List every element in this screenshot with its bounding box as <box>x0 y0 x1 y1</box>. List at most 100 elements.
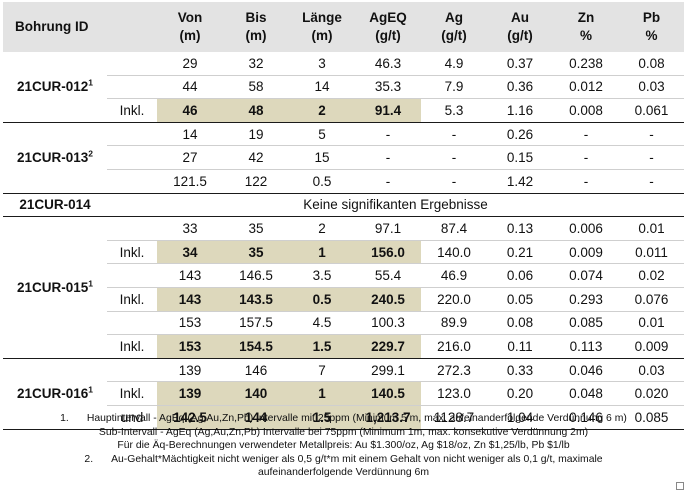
table-row: 121.5 122 0.5 - - 1.42 - - <box>3 169 684 194</box>
cell-bis: 35 <box>223 216 289 241</box>
cell-laenge: 7 <box>289 358 355 383</box>
cell-laenge: 1 <box>289 240 355 265</box>
cell-ageq: 229.7 <box>355 334 421 359</box>
cell-laenge: 1 <box>289 381 355 406</box>
cell-zn: 0.293 <box>553 287 619 312</box>
cell-ag: 87.4 <box>421 216 487 241</box>
cell-von: 139 <box>157 358 223 383</box>
cell-au: 0.37 <box>487 52 553 76</box>
cell-au: 1.04 <box>487 405 553 430</box>
table-header: Bohrung ID Von (m) Bis (m) Länge (m) AgEQ (g… <box>3 2 684 52</box>
cell-pb: 0.01 <box>619 311 684 336</box>
cell-ag: 123.0 <box>421 381 487 406</box>
footnotes: 1. Hauptintervall - AgEq (Ag,Au,Zn,Pb) In… <box>3 412 684 480</box>
interval-label <box>107 216 157 241</box>
cell-ageq: 240.5 <box>355 287 421 312</box>
cell-von: 33 <box>157 216 223 241</box>
footnote-2-line-2: aufeinanderfolgende Verdünnung 6m <box>257 467 429 479</box>
cell-bis: 144 <box>223 405 289 430</box>
cell-ageq: 299.1 <box>355 358 421 383</box>
footnote-2: 2. Au-Gehalt*Mächtigkeit nicht weniger al… <box>84 453 603 465</box>
col-header-laenge: Länge (m) <box>289 2 355 52</box>
cell-ageq: 35.3 <box>355 75 421 100</box>
hole-id-21cur-015: 21CUR-0151 <box>3 216 107 359</box>
cell-au: 0.36 <box>487 75 553 100</box>
cell-von: 27 <box>157 145 223 170</box>
cell-zn: - <box>553 145 619 170</box>
cell-von: 29 <box>157 52 223 76</box>
hole-id-21cur-014: 21CUR-014 <box>3 193 107 218</box>
interval-label <box>107 358 157 383</box>
cell-au: 0.06 <box>487 263 553 288</box>
cell-pb: 0.02 <box>619 263 684 288</box>
col-header-ageq: AgEQ (g/t) <box>355 2 421 52</box>
cell-von: 121.5 <box>157 169 223 194</box>
cell-ageq: - <box>355 169 421 194</box>
cell-bis: 42 <box>223 145 289 170</box>
table-row-highlighted: Inkl. 143 143.5 0.5 240.5 220.0 0.05 0.2… <box>3 287 684 312</box>
table-row: 21CUR-0161 139 146 7 299.1 272.3 0.33 0.… <box>3 358 684 430</box>
cell-au: 1.16 <box>487 98 553 123</box>
cell-zn: 0.006 <box>553 216 619 241</box>
table-row: 27 42 15 - - 0.15 - - <box>3 145 684 170</box>
cell-au: 0.21 <box>487 240 553 265</box>
cell-zn: 0.238 <box>553 52 619 76</box>
col-header-ag: Ag (g/t) <box>421 2 487 52</box>
cell-ageq: 55.4 <box>355 263 421 288</box>
hole-id-21cur-013: 21CUR-0132 <box>3 122 107 194</box>
cell-pb: 0.03 <box>619 75 684 100</box>
cell-ag: 5.3 <box>421 98 487 123</box>
cell-pb: 0.020 <box>619 381 684 406</box>
hole-id-21cur-012: 21CUR-0121 <box>3 52 107 123</box>
cell-pb: 0.009 <box>619 334 684 359</box>
cell-ageq: 1,213.7 <box>355 405 421 430</box>
cell-anchor-icon <box>676 482 684 490</box>
col-header-au: Au (g/t) <box>487 2 553 52</box>
cell-ag: - <box>421 169 487 194</box>
cell-zn: 0.074 <box>553 263 619 288</box>
cell-ageq: 46.3 <box>355 52 421 76</box>
cell-ag: 220.0 <box>421 287 487 312</box>
cell-zn: 0.046 <box>553 358 619 383</box>
cell-zn: - <box>553 122 619 147</box>
table-body: 21CUR-0121 29 32 3 46.3 4.9 0.37 0.238 0… <box>3 52 684 430</box>
cell-laenge: 1.5 <box>289 405 355 430</box>
col-header-pb: Pb% <box>619 2 684 52</box>
cell-laenge: 2 <box>289 216 355 241</box>
cell-von: 14 <box>157 122 223 147</box>
cell-au: 0.20 <box>487 381 553 406</box>
cell-bis: 19 <box>223 122 289 147</box>
interval-label: und <box>107 405 157 430</box>
interval-label: Inkl. <box>107 287 157 312</box>
cell-zn: 0.048 <box>553 381 619 406</box>
cell-au: 0.33 <box>487 358 553 383</box>
cell-bis: 48 <box>223 98 289 123</box>
table-row-highlighted: Inkl. 34 35 1 156.0 140.0 0.21 0.009 0.0… <box>3 240 684 265</box>
footnote-1: 1. Hauptintervall - AgEq (Ag,Au,Zn,Pb) In… <box>60 413 627 424</box>
cell-laenge: 15 <box>289 145 355 170</box>
cell-ageq: 140.5 <box>355 381 421 406</box>
table-row: 153 157.5 4.5 100.3 89.9 0.08 0.085 0.01 <box>3 311 684 336</box>
table-row: 44 58 14 35.3 7.9 0.36 0.012 0.03 <box>3 75 684 100</box>
cell-von: 139 <box>157 381 223 406</box>
cell-ageq: 91.4 <box>355 98 421 123</box>
cell-bis: 146 <box>223 358 289 383</box>
cell-von: 143 <box>157 263 223 288</box>
cell-pb: - <box>619 145 684 170</box>
cell-au: 0.11 <box>487 334 553 359</box>
cell-laenge: 14 <box>289 75 355 100</box>
table-row-highlighted: und 142.5 144 1.5 1,213.7 1128.7 1.04 0.… <box>3 405 684 430</box>
table-row-highlighted: Inkl. 139 140 1 140.5 123.0 0.20 0.048 0… <box>3 381 684 406</box>
footnote-1-line-2: Sub-Intervall - AgEq (Ag,Au,Zn,Pb) Inter… <box>98 426 589 438</box>
table-row: 21CUR-014 Keine signifikanten Ergebnisse <box>3 193 684 218</box>
cell-pb: 0.085 <box>619 405 684 430</box>
col-header-bis: Bis (m) <box>223 2 289 52</box>
cell-von: 44 <box>157 75 223 100</box>
cell-bis: 32 <box>223 52 289 76</box>
interval-label <box>107 169 157 194</box>
table-row: 143 146.5 3.5 55.4 46.9 0.06 0.074 0.02 <box>3 263 684 288</box>
cell-zn: 0.085 <box>553 311 619 336</box>
cell-pb: 0.01 <box>619 216 684 241</box>
cell-ag: 4.9 <box>421 52 487 76</box>
cell-au: 0.15 <box>487 145 553 170</box>
